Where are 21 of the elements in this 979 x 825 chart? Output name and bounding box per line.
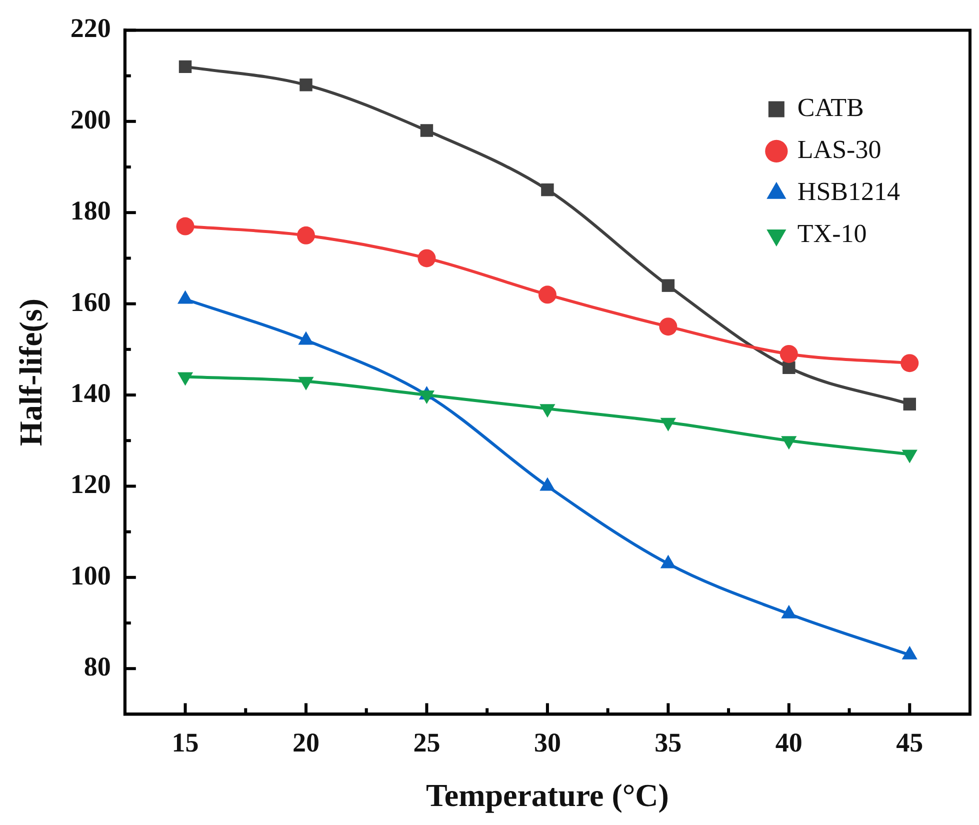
x-tick-label: 20 (292, 727, 320, 758)
y-tick-label: 140 (70, 378, 111, 408)
y-tick-label: 80 (84, 652, 111, 682)
y-tick-label: 220 (70, 13, 111, 44)
legend-label: CATB (797, 93, 864, 122)
y-axis-title: Half-life(s) (12, 298, 48, 446)
x-tick-label: 15 (172, 727, 199, 758)
x-tick-label: 40 (775, 727, 802, 758)
x-tick-label: 30 (534, 727, 561, 758)
y-tick-label: 100 (70, 560, 111, 590)
legend-label: LAS-30 (797, 135, 882, 164)
x-tick-label: 25 (413, 727, 440, 758)
y-tick-label: 180 (70, 196, 111, 226)
y-tick-label: 160 (70, 286, 111, 317)
x-axis-title: Temperature (°C) (426, 777, 669, 814)
legend-label: HSB1214 (797, 177, 900, 206)
y-tick-label: 120 (70, 469, 111, 500)
x-tick-label: 45 (896, 727, 924, 758)
y-tick-label: 200 (70, 104, 111, 134)
x-tick-label: 35 (654, 727, 682, 758)
legend-label: TX-10 (797, 219, 867, 248)
